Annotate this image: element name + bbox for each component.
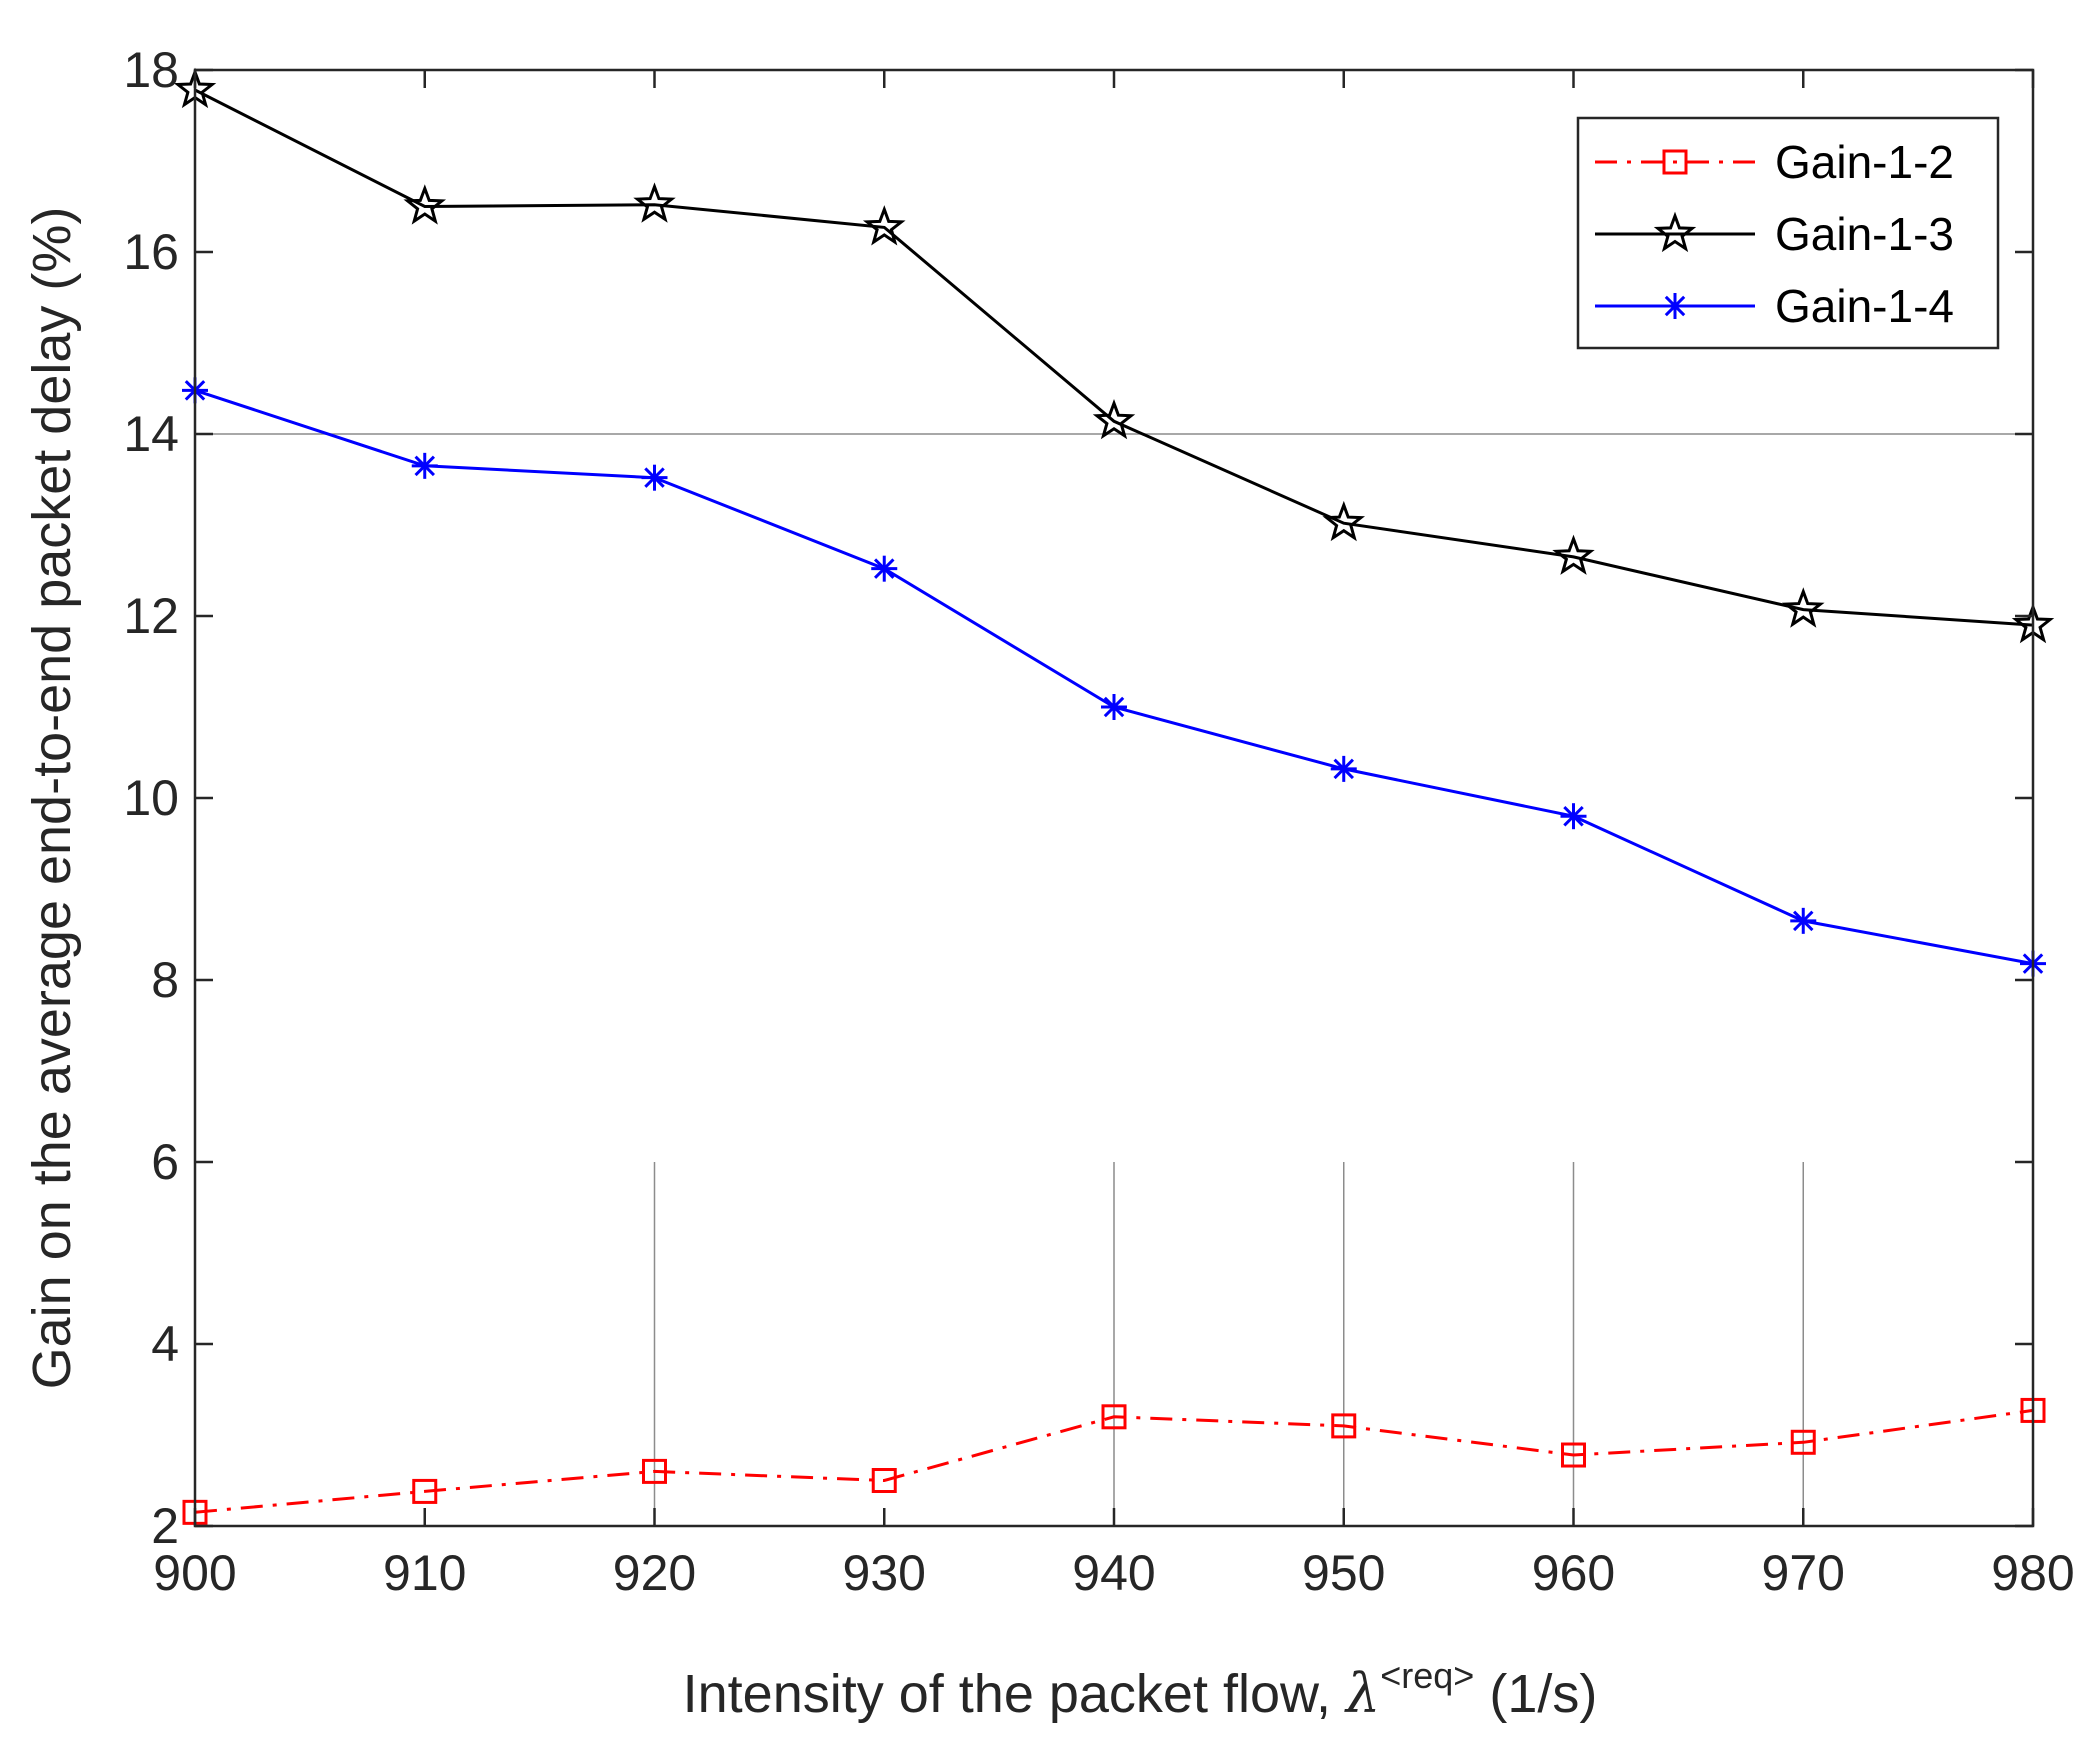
legend-item-Gain-1-2: Gain-1-2	[1595, 136, 1954, 188]
y-tick-label-6: 6	[151, 1134, 179, 1190]
series-Gain-1-4	[182, 377, 2046, 977]
x-tick-label-950: 950	[1302, 1545, 1385, 1601]
data-point-Gain-1-3-910	[403, 184, 447, 225]
data-point-Gain-1-3-940	[1092, 398, 1136, 440]
tick-labels: 900 910 920 930 940 950 960 970 980 2 4 6 8 10 12 14 16 1…	[123, 42, 2074, 1601]
series-line-Gain-1-2	[194, 1408, 2034, 1514]
data-point-Gain-1-4-920	[641, 464, 668, 491]
y-tick-label-8: 8	[151, 952, 179, 1008]
data-point-Gain-1-2-920	[642, 1458, 667, 1484]
legend-marker-Gain-1-2	[1662, 149, 1688, 175]
y-axis-label: Gain on the average end-to-end packet de…	[22, 207, 82, 1390]
x-tick-label-920: 920	[613, 1545, 696, 1601]
data-point-Gain-1-2-970	[1790, 1429, 1816, 1455]
legend-marker-Gain-1-4	[1662, 293, 1688, 319]
data-point-Gain-1-2-940	[1101, 1404, 1127, 1430]
x-tick-label-960: 960	[1532, 1545, 1615, 1601]
y-tick-label-12: 12	[123, 588, 179, 644]
legend-label-Gain-1-3: Gain-1-3	[1775, 208, 1954, 260]
data-point-Gain-1-2-950	[1331, 1413, 1357, 1439]
axes	[193, 68, 2035, 1528]
data-point-Gain-1-3-920	[633, 182, 676, 223]
x-tick-label-900: 900	[153, 1545, 236, 1601]
y-tick-label-16: 16	[123, 224, 179, 280]
x-axis-label-main: Intensity of the packet flow,	[683, 1664, 1346, 1724]
x-tick-label-940: 940	[1072, 1545, 1155, 1601]
data-point-Gain-1-3-960	[1552, 534, 1595, 575]
data-point-Gain-1-4-910	[411, 452, 438, 479]
y-tick-label-2: 2	[151, 1498, 179, 1554]
legend-label-Gain-1-4: Gain-1-4	[1775, 280, 1954, 332]
data-point-Gain-1-4-970	[1790, 907, 1817, 934]
series-line-Gain-1-3	[194, 88, 2034, 627]
data-point-Gain-1-2-960	[1561, 1442, 1586, 1468]
data-point-Gain-1-4-950	[1330, 755, 1357, 782]
y-tick-label-10: 10	[123, 770, 179, 826]
data-point-Gain-1-2-910	[412, 1478, 438, 1504]
x-tick-label-980: 980	[1991, 1545, 2074, 1601]
x-axis-label-symbol: λ	[1344, 1662, 1380, 1725]
legend-item-Gain-1-3: Gain-1-3	[1595, 208, 1954, 260]
data-point-Gain-1-3-970	[1781, 587, 1825, 628]
data-point-Gain-1-2-930	[871, 1468, 897, 1493]
data-point-Gain-1-4-940	[1101, 694, 1127, 720]
legend-marker-Gain-1-3	[1653, 211, 1697, 253]
data-point-Gain-1-3-930	[862, 205, 906, 246]
y-tick-label-4: 4	[151, 1316, 179, 1372]
legend-item-Gain-1-4: Gain-1-4	[1595, 280, 1954, 332]
x-axis-label: Intensity of the packet flow, λ<req> (1/…	[683, 1655, 1598, 1725]
y-tick-label-14: 14	[123, 406, 179, 462]
y-tick-label-18: 18	[123, 42, 179, 98]
legend-items: Gain-1-2 Gain-1-3 Gain-1-4	[1595, 136, 1954, 332]
x-tick-label-910: 910	[383, 1545, 466, 1601]
x-axis-label-unit: (1/s)	[1474, 1664, 1597, 1724]
legend-label-Gain-1-2: Gain-1-2	[1775, 136, 1954, 188]
x-tick-label-970: 970	[1762, 1545, 1845, 1601]
data-point-Gain-1-4-960	[1560, 803, 1587, 830]
x-axis-label-superscript: <req>	[1380, 1655, 1474, 1696]
grid-lines	[195, 433, 2033, 1526]
legend: Gain-1-2 Gain-1-3 Gain-1-4	[1576, 116, 2000, 350]
data-point-Gain-1-4-930	[871, 555, 898, 582]
x-tick-label-930: 930	[843, 1545, 926, 1601]
data-point-Gain-1-3-950	[1322, 500, 1366, 542]
